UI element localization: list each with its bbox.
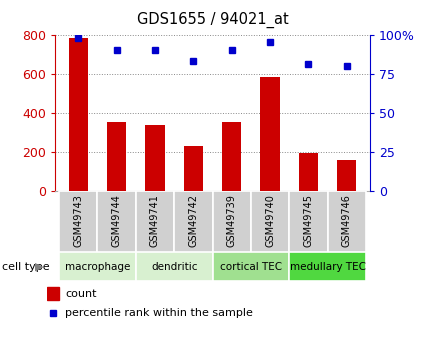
Bar: [59, 191, 97, 252]
Text: GSM49741: GSM49741: [150, 194, 160, 247]
Bar: [289, 252, 366, 281]
Bar: [261, 77, 280, 191]
Bar: [136, 191, 174, 252]
Text: cell type: cell type: [2, 262, 50, 272]
Bar: [299, 153, 318, 191]
Bar: [184, 146, 203, 191]
Text: medullary TEC: medullary TEC: [289, 262, 366, 272]
Bar: [136, 252, 212, 281]
Text: GSM49744: GSM49744: [112, 194, 122, 247]
Bar: [212, 252, 289, 281]
Text: ▶: ▶: [35, 262, 43, 272]
Text: GSM49739: GSM49739: [227, 194, 237, 247]
Text: GSM49745: GSM49745: [303, 194, 313, 247]
Text: GSM49743: GSM49743: [73, 194, 83, 247]
Text: percentile rank within the sample: percentile rank within the sample: [65, 307, 253, 317]
Text: macrophage: macrophage: [65, 262, 130, 272]
Text: GSM49746: GSM49746: [342, 194, 352, 247]
Text: GSM49740: GSM49740: [265, 194, 275, 247]
Bar: [145, 125, 164, 191]
Text: dendritic: dendritic: [151, 262, 197, 272]
Bar: [47, 287, 59, 300]
Bar: [328, 191, 366, 252]
Bar: [69, 38, 88, 191]
Bar: [222, 122, 241, 191]
Text: count: count: [65, 288, 97, 298]
Bar: [251, 191, 289, 252]
Text: cortical TEC: cortical TEC: [220, 262, 282, 272]
Bar: [337, 160, 356, 191]
Bar: [289, 191, 328, 252]
Bar: [107, 122, 126, 191]
Text: GDS1655 / 94021_at: GDS1655 / 94021_at: [136, 12, 289, 28]
Bar: [97, 191, 136, 252]
Bar: [174, 191, 212, 252]
Bar: [212, 191, 251, 252]
Text: GSM49742: GSM49742: [188, 194, 198, 247]
Bar: [59, 252, 136, 281]
